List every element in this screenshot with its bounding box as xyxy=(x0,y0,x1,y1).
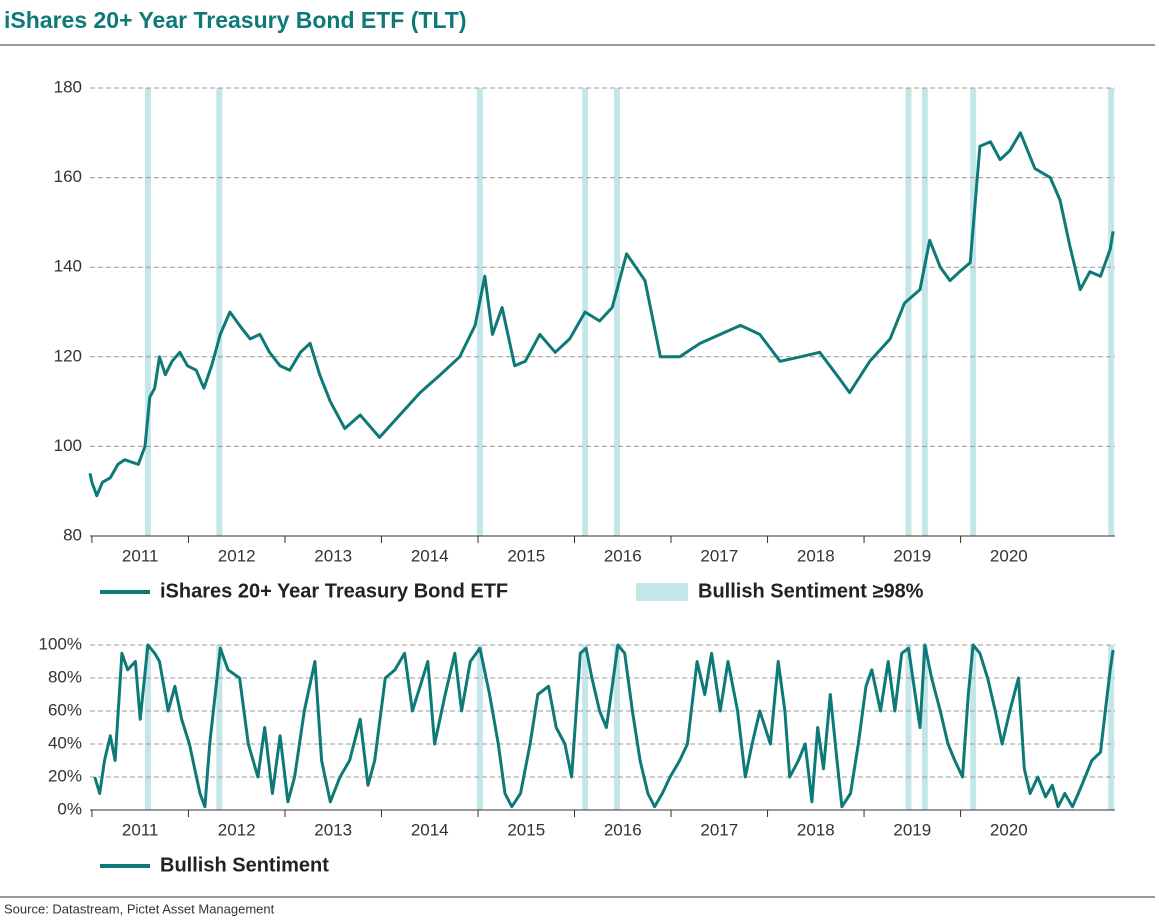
x-tick-label: 2014 xyxy=(411,546,449,565)
y-tick-label: 40% xyxy=(48,733,82,752)
y-tick-label: 100 xyxy=(54,436,82,455)
bullish-band xyxy=(476,645,483,810)
y-tick-label: 0% xyxy=(57,799,82,818)
x-tick-label: 2011 xyxy=(122,546,159,565)
y-tick-label: 80% xyxy=(48,667,82,686)
x-tick-label: 2019 xyxy=(893,820,931,839)
bullish-band xyxy=(921,88,928,536)
x-tick-label: 2015 xyxy=(507,820,545,839)
x-tick-label: 2018 xyxy=(797,546,835,565)
y-tick-label: 180 xyxy=(54,77,82,96)
bullish-band xyxy=(970,88,977,536)
x-tick-label: 2017 xyxy=(700,546,738,565)
x-tick-label: 2016 xyxy=(604,546,642,565)
x-tick-label: 2011 xyxy=(122,820,159,839)
bullish-band xyxy=(216,645,223,810)
chart-title: iShares 20+ Year Treasury Bond ETF (TLT) xyxy=(4,7,467,33)
y-tick-label: 20% xyxy=(48,766,82,785)
legend-label: iShares 20+ Year Treasury Bond ETF xyxy=(160,580,508,602)
x-tick-label: 2015 xyxy=(507,546,545,565)
y-tick-label: 60% xyxy=(48,700,82,719)
x-tick-label: 2019 xyxy=(893,546,931,565)
legend-swatch xyxy=(636,583,688,601)
legend-label: Bullish Sentiment xyxy=(160,854,329,876)
bullish-band xyxy=(905,88,912,536)
bullish-band xyxy=(476,88,483,536)
source: Source: Datastream, Pictet Asset Managem… xyxy=(4,901,275,916)
bullish-band xyxy=(216,88,223,536)
x-tick-label: 2012 xyxy=(218,546,256,565)
y-tick-label: 140 xyxy=(54,257,82,276)
x-tick-label: 2017 xyxy=(700,820,738,839)
x-tick-label: 2018 xyxy=(797,820,835,839)
y-tick-label: 80 xyxy=(63,525,82,544)
bullish-band xyxy=(582,645,589,810)
bullish-band xyxy=(613,645,620,810)
bullish-band xyxy=(144,88,151,536)
x-tick-label: 2013 xyxy=(314,546,352,565)
x-tick-label: 2012 xyxy=(218,820,256,839)
series-line xyxy=(88,131,1115,498)
x-tick-label: 2016 xyxy=(604,820,642,839)
bullish-band xyxy=(1108,88,1115,536)
bullish-band xyxy=(613,88,620,536)
y-tick-label: 120 xyxy=(54,346,82,365)
x-tick-label: 2013 xyxy=(314,820,352,839)
series-line xyxy=(93,643,1115,809)
x-tick-label: 2020 xyxy=(990,546,1028,565)
y-tick-label: 160 xyxy=(54,167,82,186)
legend-label: Bullish Sentiment ≥98% xyxy=(698,580,924,602)
bullish-band xyxy=(144,645,151,810)
bullish-band xyxy=(970,645,977,810)
y-tick-label: 100% xyxy=(39,634,82,653)
x-tick-label: 2014 xyxy=(411,820,449,839)
bullish-band xyxy=(921,645,928,810)
bullish-band xyxy=(1108,645,1115,810)
x-tick-label: 2020 xyxy=(990,820,1028,839)
bullish-band xyxy=(905,645,912,810)
